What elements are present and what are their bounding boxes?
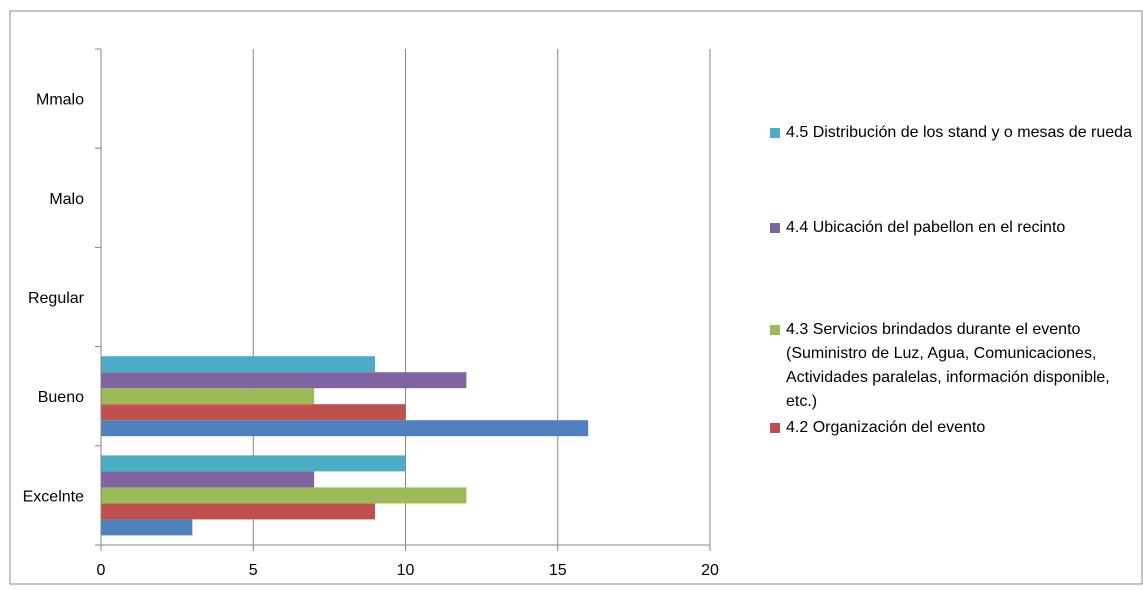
legend-item-4-4[interactable]: 4.4 Ubicación del pabellon en el recinto bbox=[770, 216, 1140, 240]
bar-bueno-series-3[interactable] bbox=[101, 372, 467, 389]
x-tick-label: 5 bbox=[249, 562, 258, 579]
legend-item-4-2[interactable]: 4.2 Organización del evento bbox=[770, 416, 1140, 440]
legend-item-4-5[interactable]: 4.5 Distribución de los stand y o mesas … bbox=[770, 121, 1140, 145]
bar-bueno-series-0[interactable] bbox=[101, 420, 589, 437]
legend: 4.5 Distribución de los stand y o mesas … bbox=[770, 0, 1143, 585]
bar-excelnte-series-0[interactable] bbox=[101, 519, 193, 536]
bar-excelnte-series-3[interactable] bbox=[101, 471, 315, 488]
y-tick-label: Malo bbox=[49, 191, 84, 208]
x-tick-label: 10 bbox=[397, 562, 415, 579]
bar-excelnte-series-1[interactable] bbox=[101, 503, 376, 520]
y-tick-label: Excelnte bbox=[23, 488, 84, 505]
legend-swatch bbox=[770, 128, 780, 138]
x-tick-label: 15 bbox=[549, 562, 567, 579]
legend-label: 4.3 Servicios brindados durante el event… bbox=[786, 321, 1110, 410]
legend-swatch bbox=[770, 325, 780, 335]
legend-item-4-3[interactable]: 4.3 Servicios brindados durante el event… bbox=[770, 318, 1140, 414]
legend-swatch bbox=[770, 423, 780, 433]
legend-label: 4.2 Organización del evento bbox=[786, 419, 986, 436]
legend-swatch bbox=[770, 223, 780, 233]
legend-label: 4.4 Ubicación del pabellon en el recinto bbox=[786, 219, 1066, 236]
bar-excelnte-series-4[interactable] bbox=[101, 455, 406, 472]
y-tick-label: Regular bbox=[28, 290, 85, 307]
bar-bueno-series-4[interactable] bbox=[101, 356, 376, 373]
legend-label: 4.5 Distribución de los stand y o mesas … bbox=[786, 124, 1132, 141]
x-tick-label: 0 bbox=[97, 562, 106, 579]
bar-excelnte-series-2[interactable] bbox=[101, 487, 467, 504]
x-tick-label: 20 bbox=[701, 562, 719, 579]
y-tick-label: Mmalo bbox=[36, 92, 84, 109]
y-tick-label: Bueno bbox=[38, 389, 84, 406]
bar-bueno-series-1[interactable] bbox=[101, 404, 406, 421]
bar-bueno-series-2[interactable] bbox=[101, 388, 315, 405]
